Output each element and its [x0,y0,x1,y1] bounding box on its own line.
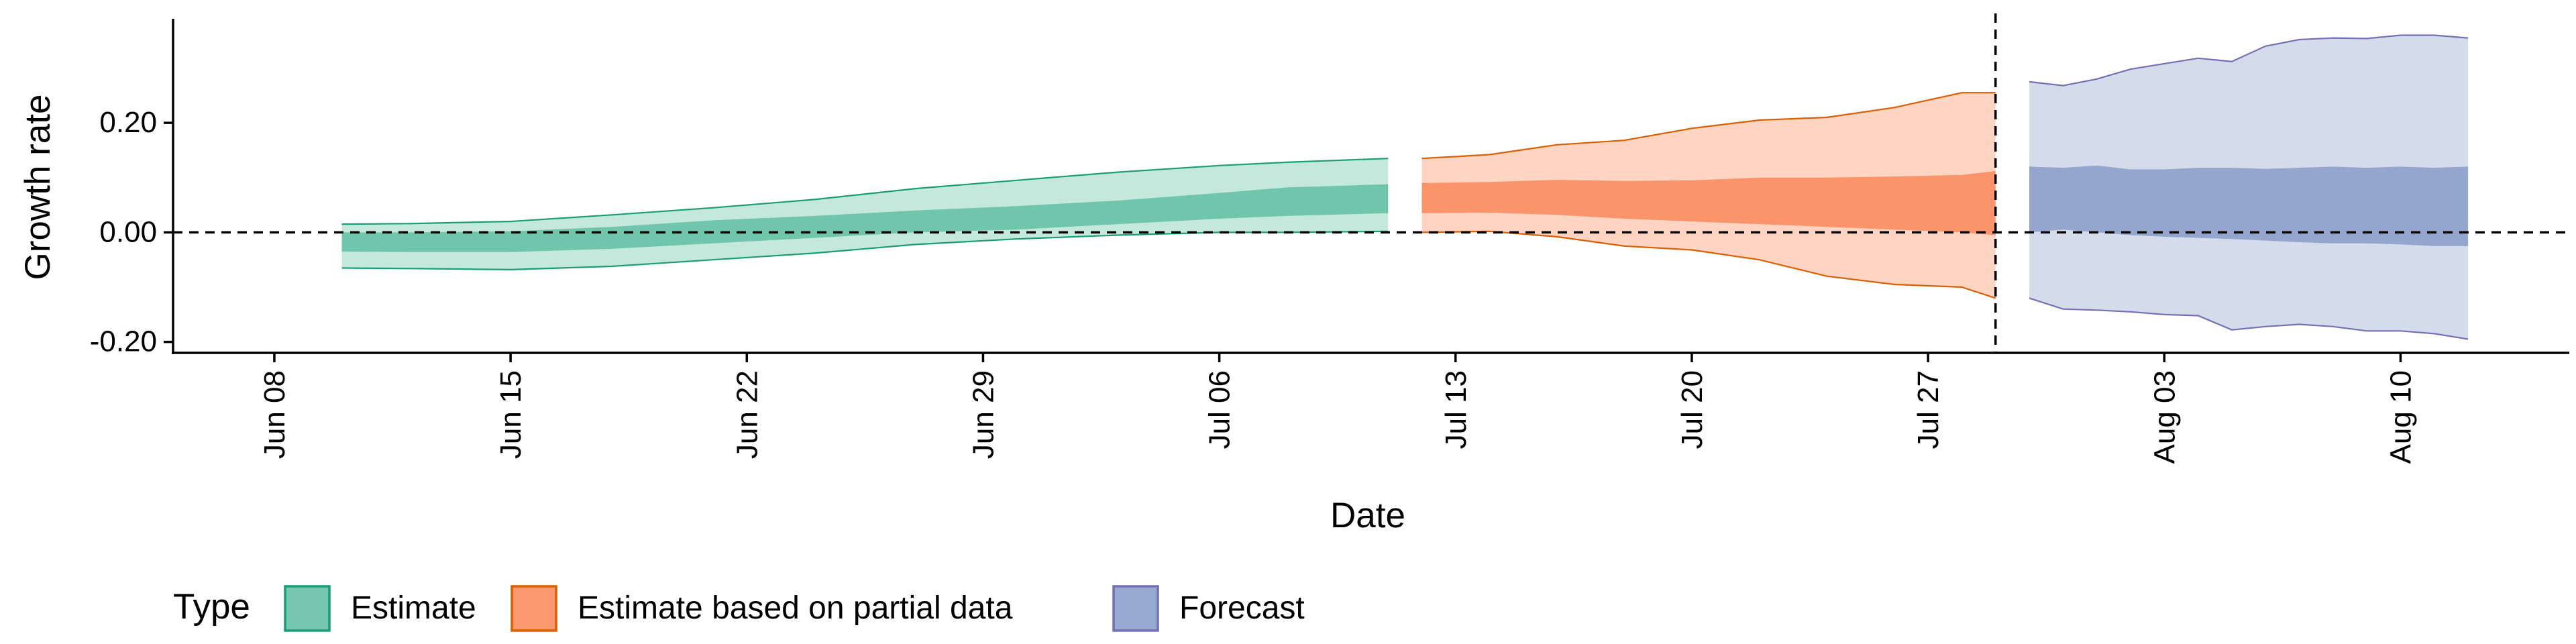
series-forecast [2029,34,2469,340]
legend-label-estimate: Estimate [351,590,476,626]
reference-lines-layer [173,13,2569,353]
y-tick-label: 0.00 [99,215,157,248]
legend-title: Type [173,587,250,627]
legend-label-forecast: Forecast [1179,590,1305,626]
y-tick-label: 0.20 [99,106,157,139]
x-tick-label: Jul 27 [1912,370,1945,449]
legend-item-estimate: Estimate [284,585,476,632]
x-tick-label: Aug 03 [2148,370,2181,464]
x-tick-label: Jun 22 [731,370,763,459]
ribbon-50-forecast [2029,165,2469,246]
legend-swatch-estimate-based-on-partial-data [511,585,557,632]
x-tick-label: Jun 29 [967,370,1000,459]
x-tick-label: Jun 15 [494,370,527,459]
legend-label-estimate-based-on-partial-data: Estimate based on partial data [578,590,1013,626]
legend-swatch-estimate [284,585,331,632]
legend-item-estimate-based-on-partial-data: Estimate based on partial data [511,585,1013,632]
upper-bound-line-estimate-based-on-partial-data [1421,92,1996,160]
upper-bound-line-estimate [341,158,1389,225]
legend: Type Estimate Estimate based on partial da… [173,585,1305,632]
lower-bound-line-estimate-based-on-partial-data [1421,230,1996,299]
legend-item-forecast: Forecast [1112,585,1305,632]
x-tick-label: Jul 13 [1440,370,1472,449]
lower-bound-line-forecast [2029,297,2469,340]
axes-layer: -0.20 0.00 0.20 Jun 08 Jun 15 Jun 22 Jun 29 Jul… [18,19,2569,535]
upper-bound-line-forecast [2029,34,2469,87]
ribbon-50-estimate-based-on-partial-data [1421,171,1996,235]
y-tick-label: -0.20 [90,325,157,358]
x-axis-title: Date [1330,496,1405,535]
series-estimate-based-on-partial-data [1421,92,1996,299]
ribbons-layer [341,34,2469,340]
ribbon-50-estimate [341,184,1389,252]
y-axis-title: Growth rate [18,95,58,280]
series-estimate [341,158,1389,271]
x-tick-label: Jul 20 [1676,370,1709,449]
legend-swatch-forecast [1112,585,1159,632]
x-tick-label: Jun 08 [258,370,291,459]
lower-bound-line-estimate [341,230,1389,271]
x-tick-label: Jul 06 [1203,370,1236,449]
x-tick-label: Aug 10 [2384,370,2417,464]
